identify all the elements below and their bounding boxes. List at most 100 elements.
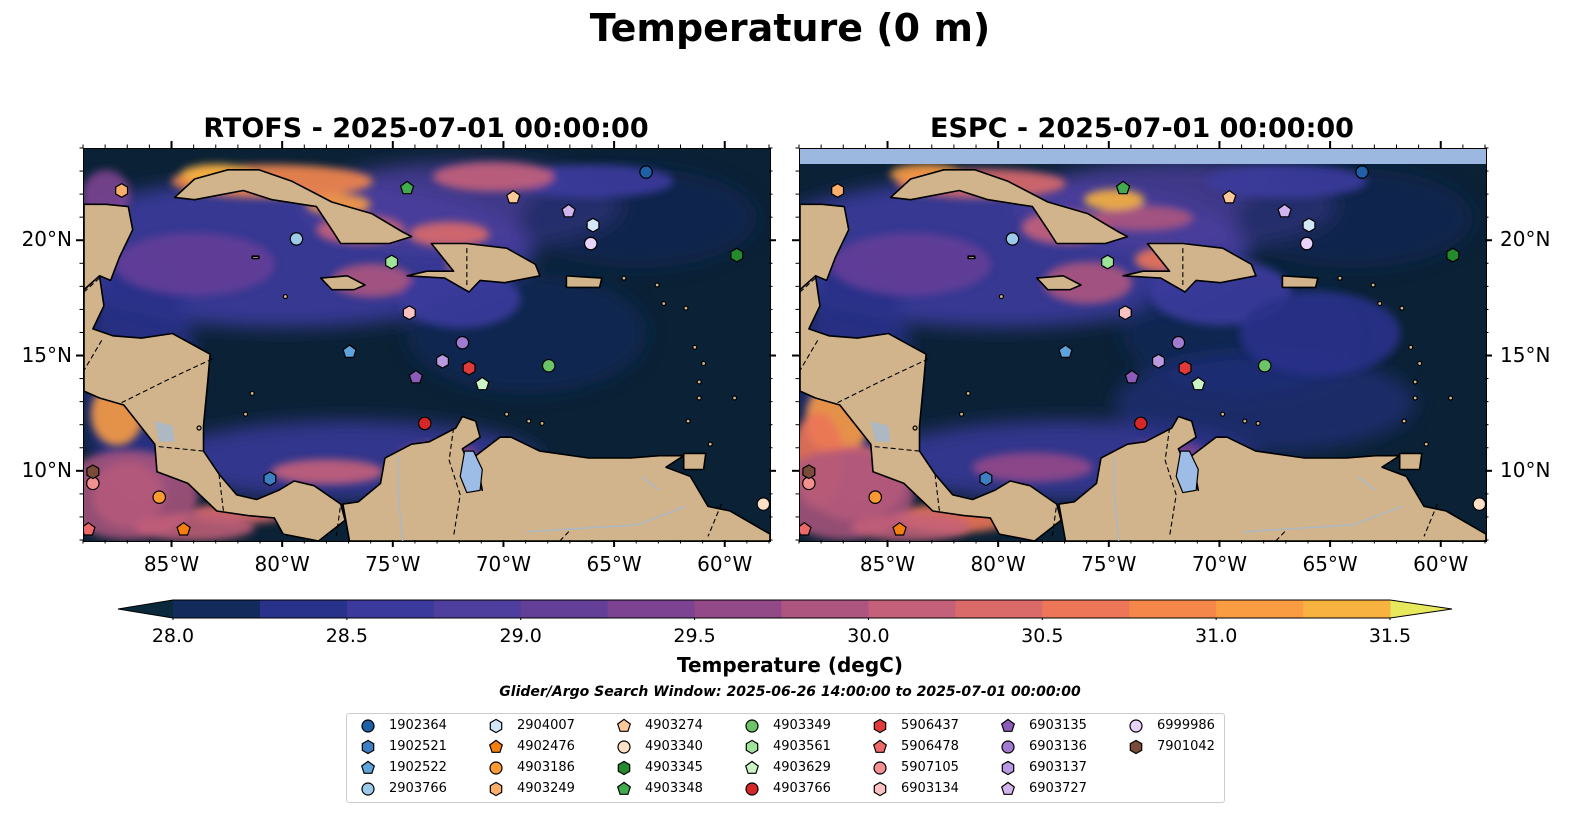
lon-label: 80°W: [970, 552, 1026, 576]
legend-item-4903340: 4903340: [615, 737, 703, 757]
sst-hotspot: [114, 232, 276, 296]
colorbar-bin: [1042, 600, 1130, 618]
float-marker-4903766: [417, 416, 432, 431]
colorbar-tick-label: 31.0: [1194, 625, 1238, 647]
border: [707, 503, 722, 537]
sst-hotspot: [271, 459, 384, 485]
float-marker-4903349: [541, 358, 556, 373]
small-island: [526, 418, 532, 424]
colorbar-bin: [520, 600, 609, 618]
legend-item-5906478: 5906478: [871, 737, 959, 757]
border: [837, 358, 929, 404]
panel-title-espc: ESPC - 2025-07-01 00:00:00: [930, 113, 1354, 144]
colorbar-bin: [259, 600, 348, 618]
legend-item-1902522: 1902522: [359, 758, 447, 778]
legend-label: 6903135: [1029, 718, 1087, 733]
lat-label: 20°N: [1500, 227, 1551, 252]
legend-marker: [1000, 718, 1016, 732]
legend-item-2904007: 2904007: [487, 716, 575, 736]
legend-marker-pentagon-icon: [744, 760, 760, 774]
map-panel-espc[interactable]: [799, 148, 1487, 542]
search-window-note: Glider/Argo Search Window: 2025-06-26 14…: [499, 684, 1081, 700]
border: [121, 358, 213, 404]
colorbar-extend-high: [1390, 600, 1452, 618]
lat-label: 10°N: [21, 457, 72, 482]
float-marker-4903274: [1222, 189, 1237, 204]
land-hispaniola: [406, 242, 541, 293]
land-cayman: [967, 255, 976, 260]
legend-marker: [1129, 718, 1143, 733]
legend-marker: [873, 781, 887, 796]
colorbar-bin: [955, 600, 1043, 618]
legend-label: 4903340: [645, 739, 703, 754]
colorbar-bin: [607, 600, 696, 618]
land-yucatan: [84, 203, 134, 291]
legend-marker-circle-icon: [489, 760, 503, 775]
legend-marker-circle-icon: [361, 718, 375, 733]
legend-marker-pentagon-icon: [360, 760, 376, 774]
legend-item-4903186: 4903186: [487, 758, 575, 778]
float-marker-4903340: [1472, 497, 1486, 511]
small-island: [965, 390, 971, 397]
legend-marker-pentagon-icon: [1000, 718, 1016, 732]
small-island: [683, 305, 689, 311]
legend-label: 4903766: [773, 781, 831, 796]
legend-label: 7901042: [1157, 739, 1215, 754]
ticks-rtofs: [76, 141, 776, 547]
small-island: [1255, 420, 1261, 426]
legend-item-6903135: 6903135: [999, 716, 1087, 736]
small-island: [998, 293, 1004, 300]
legend-marker-pentagon-icon: [488, 739, 504, 753]
legend-marker: [1000, 781, 1016, 795]
lon-label: 70°W: [1191, 552, 1248, 576]
land-cuba: [173, 169, 413, 245]
colorbar-bin: [1129, 600, 1217, 618]
legend-label: 4902476: [517, 739, 575, 754]
legend-marker: [872, 739, 888, 753]
legend-marker: [360, 760, 376, 774]
legend-marker: [616, 718, 632, 732]
legend-label: 4903348: [645, 781, 703, 796]
river-orinoco: [1242, 505, 1403, 533]
border: [800, 340, 819, 371]
legend-marker: [361, 718, 375, 733]
legend-marker-circle-icon: [1129, 718, 1143, 733]
small-island: [282, 293, 288, 300]
legend-label: 6903136: [1029, 739, 1087, 754]
legend-marker: [488, 739, 504, 753]
sst-hotspot: [1043, 261, 1132, 304]
legend-marker-pentagon-icon: [616, 781, 632, 795]
legend-item-4903274: 4903274: [615, 716, 703, 736]
legend-item-1902521: 1902521: [359, 737, 447, 757]
legend-label: 5907105: [901, 760, 959, 775]
lat-label: 15°N: [21, 342, 72, 367]
float-marker-7901042: [86, 464, 100, 480]
legend-marker-hexagon-icon: [873, 718, 887, 733]
colorbar-tick-label: 29.0: [499, 625, 542, 647]
float-marker-4903340: [756, 497, 770, 511]
small-island: [1377, 300, 1383, 307]
legend-item-1902364: 1902364: [359, 716, 447, 736]
small-island: [731, 395, 738, 401]
small-island: [696, 395, 702, 401]
map-panel-rtofs[interactable]: [83, 148, 771, 542]
float-marker-5906478: [800, 521, 812, 536]
border: [448, 427, 461, 537]
colorbar-bin: [781, 600, 869, 618]
land-cuba: [889, 169, 1129, 245]
border: [1164, 427, 1177, 537]
legend-label: 4903345: [645, 760, 703, 775]
float-marker-4903186: [868, 490, 883, 504]
small-island: [692, 344, 698, 350]
float-marker-4903766: [1133, 416, 1148, 431]
legend-label: 6903727: [1029, 781, 1087, 796]
land-central-america: [800, 275, 1062, 541]
float-marker-4903348: [399, 180, 415, 195]
sst-hotspot: [830, 232, 992, 296]
colorbar-tick-label: 31.5: [1368, 625, 1412, 647]
float-marker-5906478: [84, 521, 96, 536]
legend-marker: [616, 781, 632, 795]
float-marker-4903345: [730, 247, 744, 263]
lake-maracaibo: [1175, 450, 1199, 494]
